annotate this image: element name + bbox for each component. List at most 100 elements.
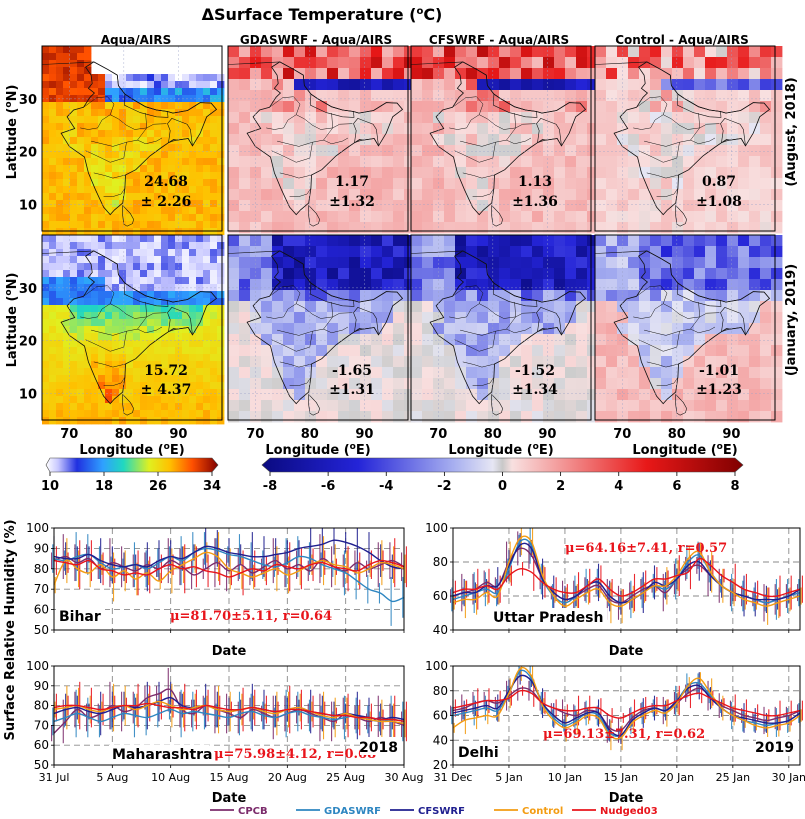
map-cell [91, 389, 99, 397]
map-cell [168, 123, 176, 131]
map-cell [182, 151, 190, 159]
map-cell [210, 326, 218, 334]
map-cell [360, 101, 372, 113]
map-cell [105, 200, 113, 208]
map-cell [140, 214, 148, 222]
map-cell [112, 256, 120, 264]
map-cell [617, 79, 629, 91]
ts-yticklabel: 100 [425, 659, 448, 673]
ts-xlabel-bottom-left: Date [212, 791, 247, 806]
map-cell [510, 101, 522, 113]
state-border-5 [279, 172, 312, 179]
map-cell [316, 246, 328, 258]
map-cell [77, 109, 85, 117]
map-cell [338, 90, 350, 102]
map-cell [554, 345, 566, 357]
map-cell [716, 367, 728, 379]
map-cell [433, 68, 445, 80]
map-cell [727, 334, 739, 346]
map-cell [595, 200, 607, 212]
map-cell [499, 178, 511, 190]
map-cell [175, 130, 183, 138]
map-cell [532, 178, 544, 190]
map-cell [140, 123, 148, 131]
map-cell [196, 410, 204, 418]
map-cell [576, 134, 588, 146]
map-cell [49, 340, 57, 348]
map-cell [477, 411, 489, 423]
map-cell [338, 167, 350, 179]
map-cell [705, 356, 717, 368]
map-cell [84, 130, 92, 138]
map-cell [189, 270, 197, 278]
map-cell [749, 323, 761, 335]
map-cell [239, 79, 251, 91]
map-cell [749, 290, 761, 302]
map-cell [196, 81, 204, 89]
map-cell [422, 112, 434, 124]
map-cell [760, 356, 772, 368]
map-cell [422, 178, 434, 190]
map-cell [294, 301, 306, 313]
map-cell [477, 123, 489, 135]
map-cell [63, 207, 71, 215]
map-cell [694, 112, 706, 124]
map-cell [349, 246, 361, 258]
map-cell [672, 79, 684, 91]
map-cell [84, 305, 92, 313]
map-cell [239, 222, 251, 234]
map-cell [84, 361, 92, 369]
map-cell [760, 46, 772, 58]
map-cell [168, 270, 176, 278]
map-cell [63, 382, 71, 390]
map-cell [576, 68, 588, 80]
map-cell [694, 211, 706, 223]
colorbar-abs-bar [45, 457, 219, 473]
map-cell [683, 200, 695, 212]
map-cell [532, 90, 544, 102]
map-cell [283, 222, 295, 234]
map-cell [261, 46, 273, 58]
map-cell [70, 67, 78, 75]
map-cell [327, 257, 339, 269]
map-cell [49, 242, 57, 250]
map-cell [42, 256, 50, 264]
map-cell [250, 200, 262, 212]
map-cell [683, 167, 695, 179]
map-cell [411, 134, 423, 146]
map-cell [327, 301, 339, 313]
map-cell [196, 382, 204, 390]
map-cell [91, 305, 99, 313]
map-cell [147, 312, 155, 320]
map-cell [98, 284, 106, 292]
map-cell [140, 74, 148, 82]
map-cell [749, 378, 761, 390]
map-cell [119, 235, 127, 243]
map-cell [112, 130, 120, 138]
map-cell [210, 228, 218, 236]
map-cell [393, 167, 405, 179]
map-cell [404, 367, 416, 379]
map-cell [672, 145, 684, 157]
map-cell [760, 323, 772, 335]
map-cell [338, 79, 350, 91]
map-cell [272, 167, 284, 179]
map-cell [510, 134, 522, 146]
map-cell [587, 400, 599, 412]
map-cell [168, 116, 176, 124]
map-cell [217, 228, 225, 236]
map-cell [488, 57, 500, 69]
map-cell [738, 246, 750, 258]
map-cell [338, 323, 350, 335]
map-cell [56, 200, 64, 208]
map-cell [466, 189, 478, 201]
map-cell [70, 186, 78, 194]
map-cell [371, 211, 383, 223]
map-cell [576, 323, 588, 335]
map-cell [126, 382, 134, 390]
map-cell [316, 134, 328, 146]
map-cell [371, 222, 383, 234]
map-cell [371, 246, 383, 258]
